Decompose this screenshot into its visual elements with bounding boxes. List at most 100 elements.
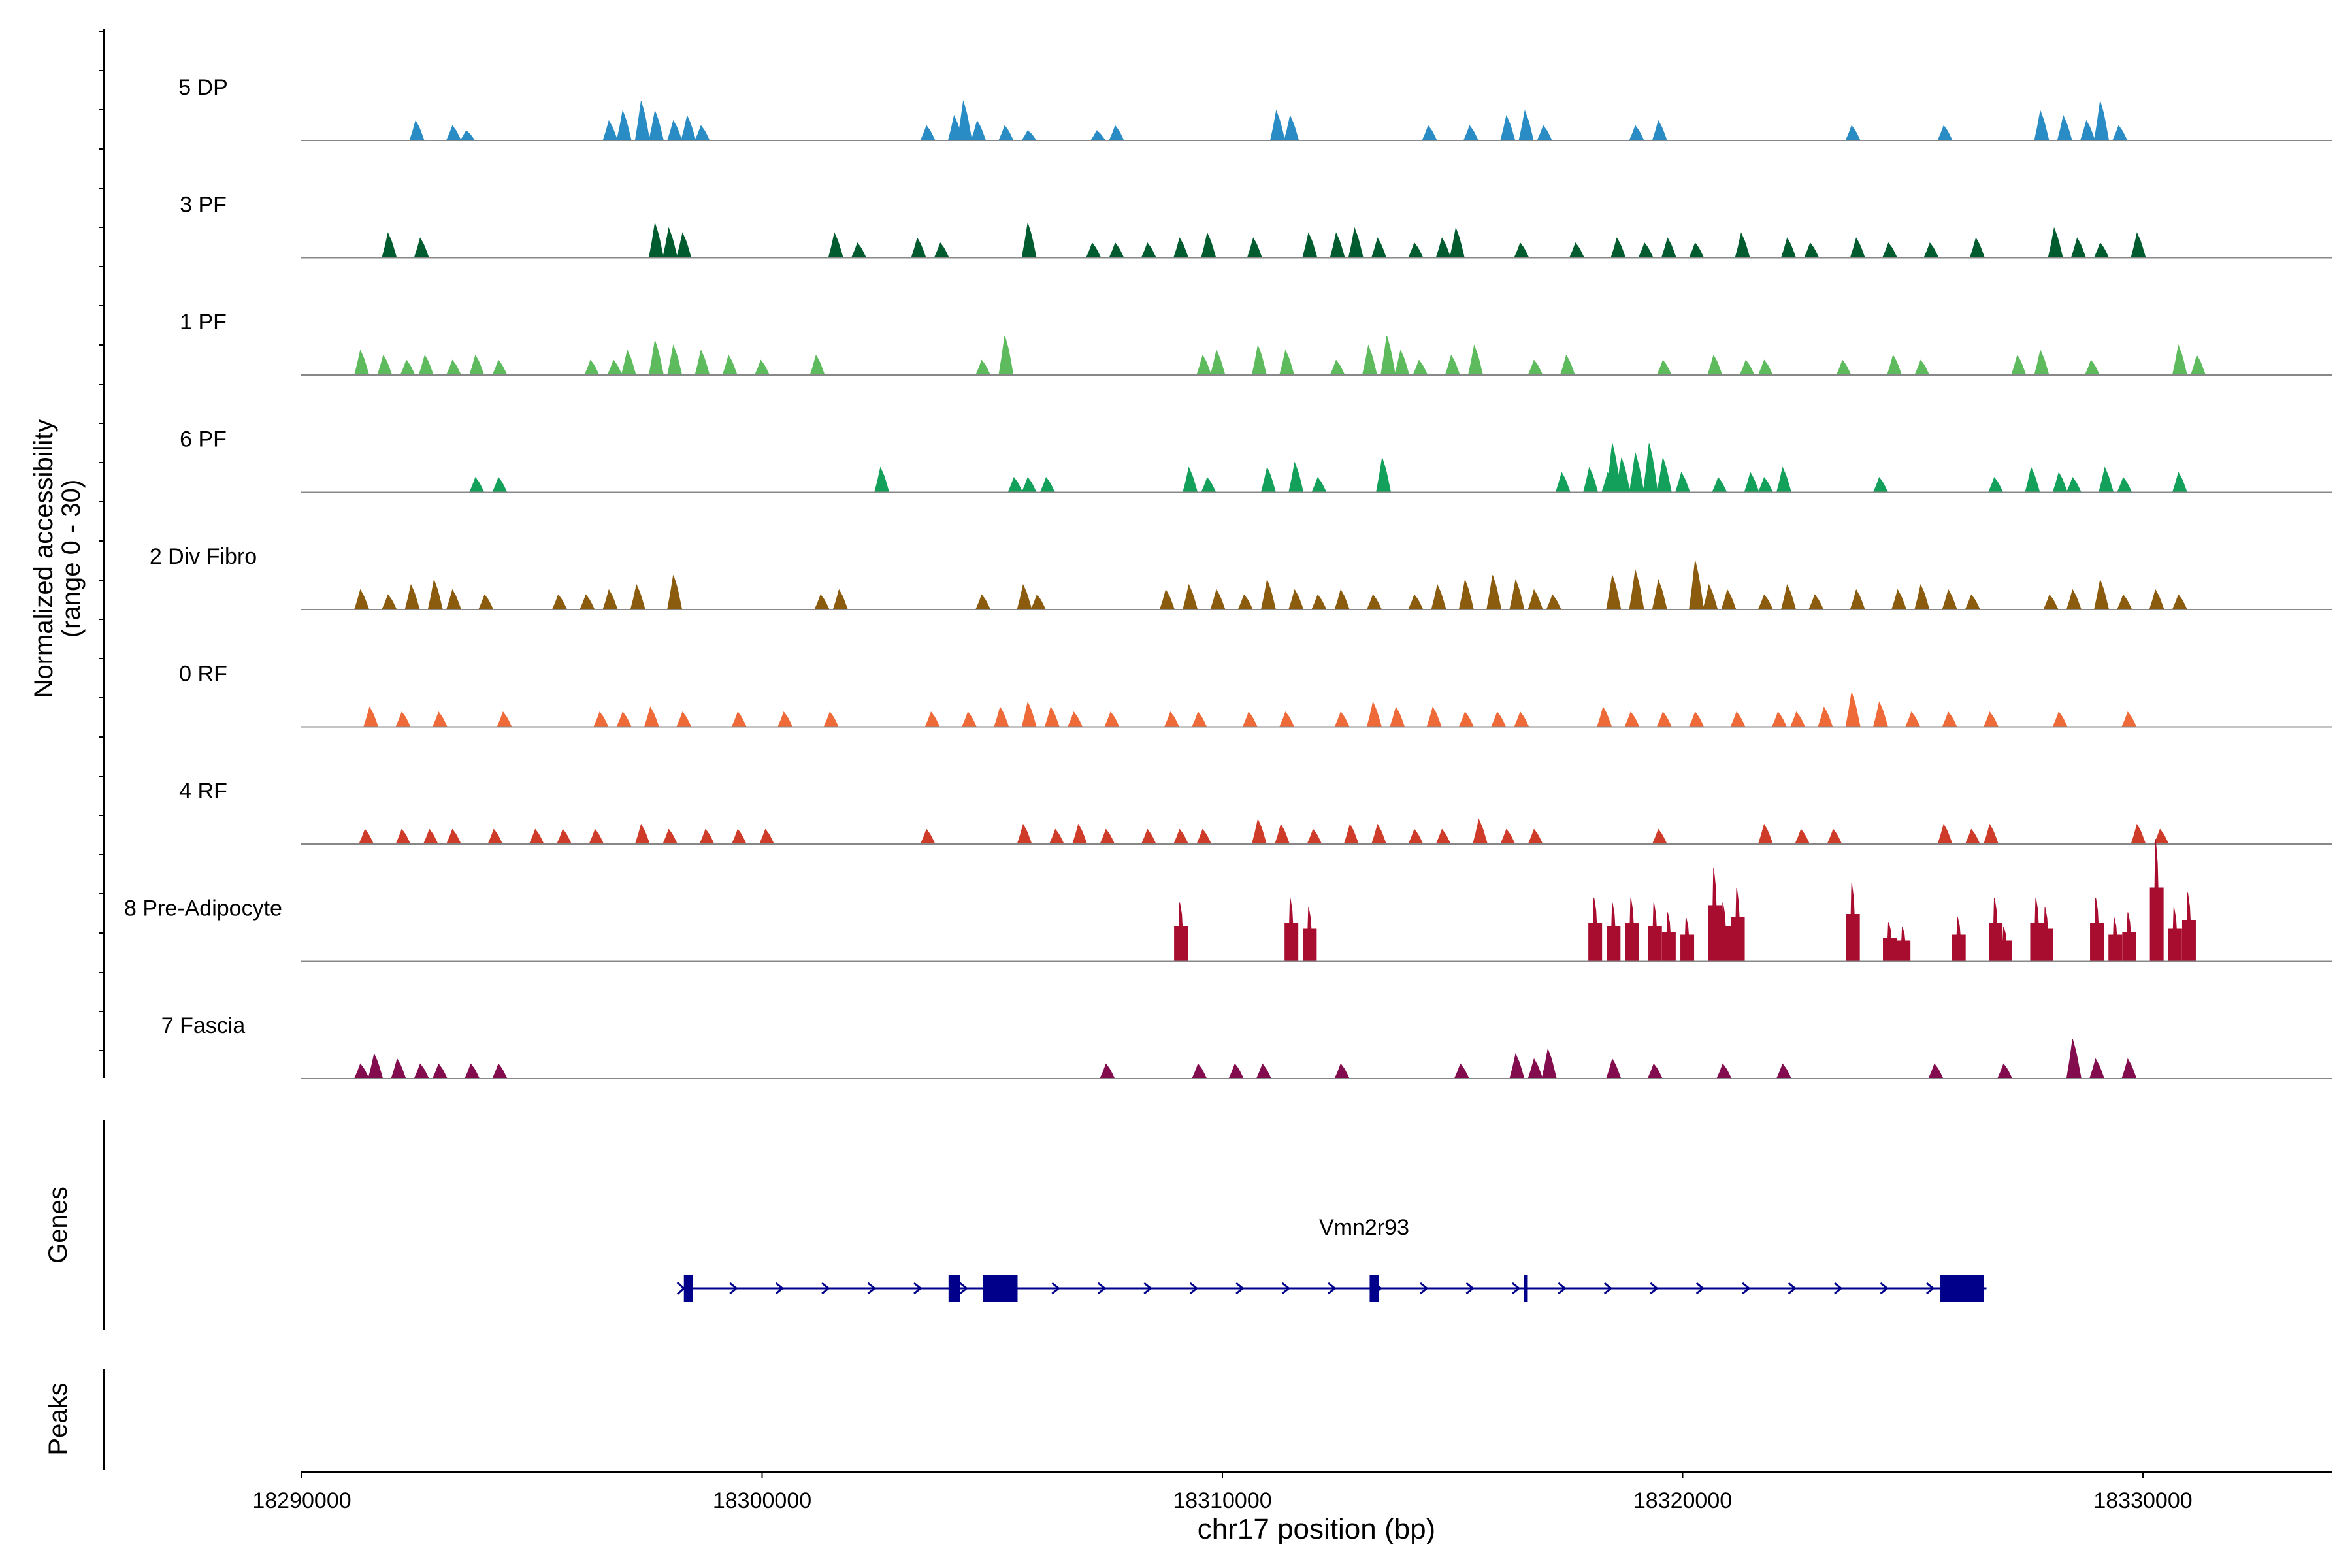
accessibility-peak	[1334, 711, 1350, 727]
accessibility-peak	[1872, 701, 1889, 727]
accessibility-peak	[395, 828, 411, 845]
accessibility-peak	[2089, 1058, 2105, 1079]
accessibility-peak	[353, 589, 370, 610]
accessibility-peak	[1541, 1048, 1557, 1079]
accessibility-peak	[722, 354, 738, 376]
accessibility-peak	[1274, 823, 1290, 845]
strand-arrow	[1742, 1282, 1751, 1295]
accessibility-peak	[1174, 902, 1188, 962]
accessibility-peak	[2112, 125, 2128, 141]
accessibility-peak	[418, 354, 434, 376]
accessibility-peak	[1629, 570, 1644, 610]
strand-arrow	[775, 1282, 785, 1295]
accessibility-peak	[1928, 1063, 1944, 1079]
accessibility-peak	[1173, 237, 1189, 258]
accessibility-peak	[920, 828, 936, 845]
accessibility-peak	[1472, 818, 1488, 845]
strand-arrow	[1925, 1282, 1935, 1295]
gene-exon	[983, 1275, 1018, 1302]
accessibility-peak	[1284, 114, 1299, 141]
accessibility-peak	[459, 130, 476, 141]
accessibility-peak	[1467, 344, 1484, 376]
accessibility-peak	[1845, 692, 1861, 727]
accessibility-peak	[2090, 897, 2104, 962]
strand-arrow	[1281, 1282, 1291, 1295]
accessibility-peak	[666, 120, 683, 141]
accessibility-peak	[1362, 344, 1378, 376]
accessibility-peak	[1021, 476, 1037, 493]
accessibility-peak	[1343, 823, 1359, 845]
accessibility-peak	[363, 706, 379, 727]
accessibility-peak	[1983, 823, 1999, 845]
gene-exon	[1524, 1275, 1528, 1302]
accessibility-peak	[1394, 349, 1410, 376]
accessibility-peak	[1196, 354, 1212, 376]
accessibility-peak	[2131, 232, 2146, 258]
accessibility-peak	[911, 237, 926, 258]
accessibility-peak	[814, 594, 830, 610]
accessibility-peak	[1757, 359, 1774, 376]
accessibility-peak	[1827, 828, 1842, 845]
accessibility-peak	[1647, 1063, 1663, 1079]
accessibility-peak	[994, 706, 1009, 727]
accessibility-peak	[1952, 917, 1966, 962]
accessibility-peak	[1067, 711, 1083, 727]
accessibility-peak	[1311, 476, 1327, 493]
accessibility-peak	[1030, 594, 1047, 610]
accessibility-peak	[648, 110, 664, 141]
accessibility-peak	[1303, 907, 1317, 962]
strand-arrow	[867, 1282, 876, 1295]
accessibility-peak	[1642, 443, 1658, 493]
accessibility-peak	[1196, 828, 1212, 845]
accessibility-peak	[2149, 838, 2164, 962]
accessibility-peak	[423, 828, 439, 845]
accessibility-peak	[731, 711, 747, 727]
accessibility-peak	[616, 110, 632, 141]
accessibility-peak	[2122, 912, 2136, 962]
accessibility-peak	[1044, 706, 1060, 727]
strand-arrow	[1880, 1282, 1889, 1295]
accessibility-peak	[1104, 711, 1120, 727]
accessibility-peak	[1371, 823, 1387, 845]
strand-arrow	[913, 1282, 923, 1295]
accessibility-peak	[589, 828, 604, 845]
accessibility-peak	[446, 125, 462, 141]
coverage-track: 5 DP	[178, 75, 2332, 141]
accessibility-peak	[1251, 344, 1267, 376]
accessibility-peak	[1656, 711, 1673, 727]
accessibility-peak	[446, 828, 462, 845]
accessibility-peak	[1279, 711, 1295, 727]
accessibility-peak	[1780, 583, 1797, 610]
strand-arrow	[729, 1282, 738, 1295]
accessibility-peak	[1987, 476, 2004, 493]
accessibility-peak	[1311, 594, 1327, 610]
coverage-tracks: 5 DP 3 PF 1 PF 6 PF 2 Div Fibro 0 RF 4 RF 8 Pre…	[124, 75, 2332, 1079]
accessibility-peak	[446, 359, 462, 376]
accessibility-peak	[2181, 892, 2196, 962]
accessibility-peak	[754, 359, 770, 376]
accessibility-peak	[400, 359, 416, 376]
peaks-track-label: Peaks	[44, 1382, 73, 1455]
accessibility-peak	[1413, 359, 1428, 376]
accessibility-peak	[2048, 227, 2063, 258]
accessibility-peak	[1017, 823, 1032, 845]
accessibility-peak	[409, 120, 425, 141]
accessibility-peak	[1173, 828, 1189, 845]
accessibility-peak	[1891, 589, 1907, 610]
strand-arrow	[1097, 1282, 1107, 1295]
accessibility-peak	[2190, 354, 2206, 376]
accessibility-peak	[1872, 476, 1889, 493]
accessibility-peak	[1269, 110, 1286, 141]
accessibility-peak	[1914, 359, 1930, 376]
accessibility-peak	[1688, 242, 1705, 258]
accessibility-peak	[1638, 242, 1654, 258]
accessibility-peak	[2011, 354, 2027, 376]
strand-arrow	[1511, 1282, 1521, 1295]
accessibility-peak	[1071, 823, 1088, 845]
gene-exon	[683, 1275, 693, 1302]
accessibility-peak	[2094, 101, 2110, 141]
accessibility-peak	[634, 101, 650, 141]
strand-arrow	[1788, 1282, 1797, 1295]
accessibility-peak	[1348, 227, 1364, 258]
accessibility-peak	[2131, 823, 2146, 845]
